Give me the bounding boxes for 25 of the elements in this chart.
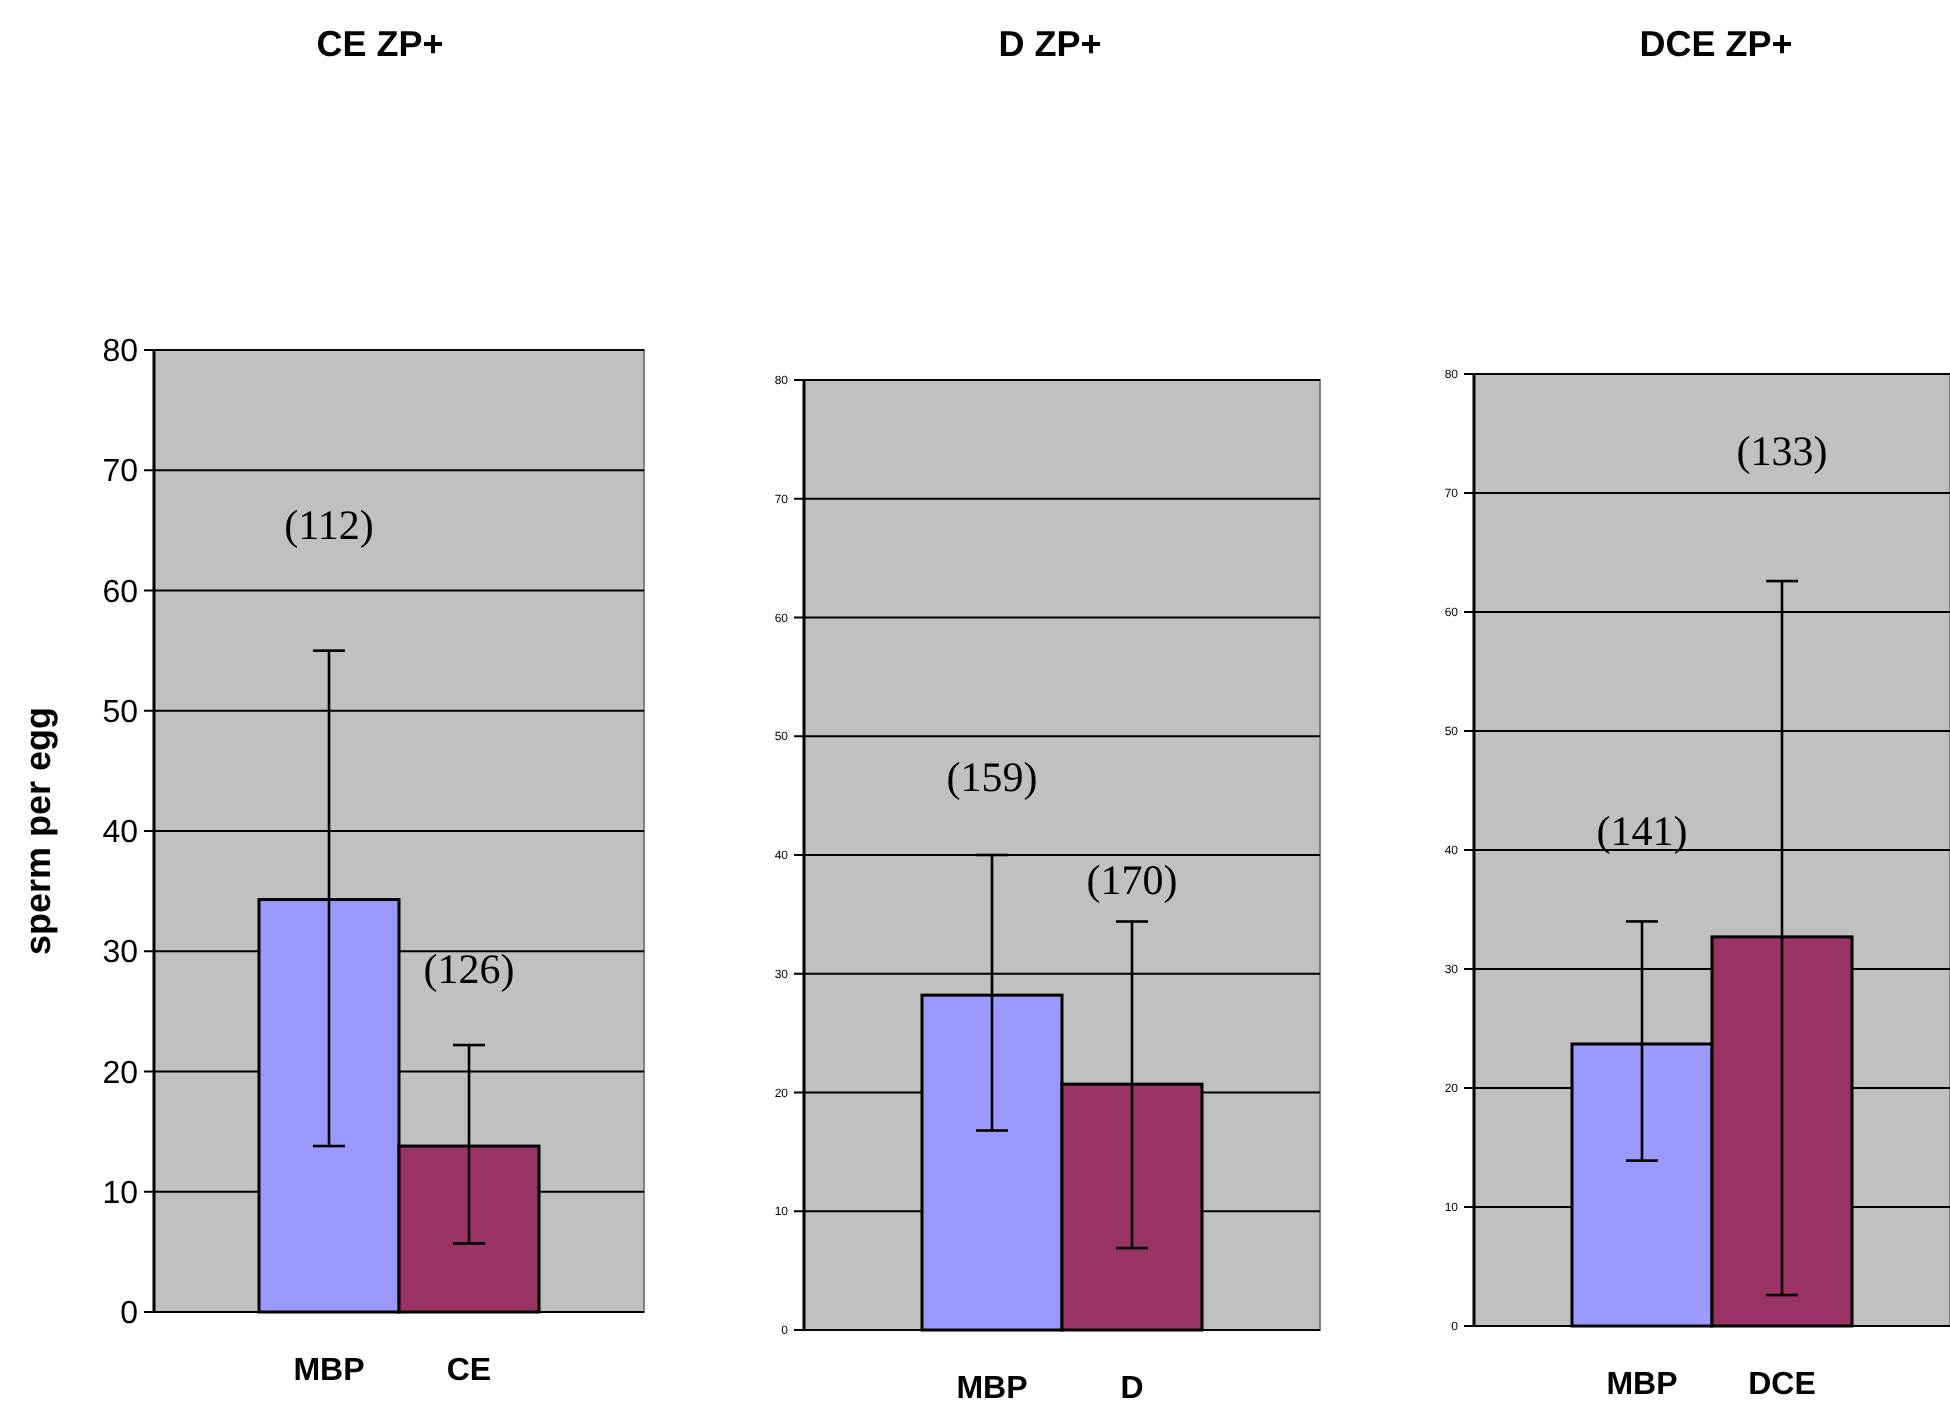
x-tick-label: CE bbox=[446, 1354, 492, 1388]
y-tick-label: 40 bbox=[102, 816, 139, 851]
annotation: (170) bbox=[1086, 855, 1178, 904]
annotation: (126) bbox=[423, 945, 515, 994]
chart-title: D ZP+ bbox=[998, 24, 1102, 64]
chart-title: DCE ZP+ bbox=[1639, 24, 1793, 64]
x-tick-label: MBP bbox=[956, 1372, 1029, 1406]
x-tick-label: D bbox=[1120, 1372, 1144, 1406]
y-tick-label: 30 bbox=[102, 936, 139, 971]
y-tick-label: 60 bbox=[102, 575, 139, 610]
annotation: (159) bbox=[946, 753, 1038, 801]
y-tick-label: 50 bbox=[102, 695, 139, 730]
x-tick-label: MBP bbox=[293, 1354, 366, 1388]
y-tick-label: 0 bbox=[120, 1297, 139, 1332]
y-tick-label: 10 bbox=[102, 1176, 139, 1211]
chart-title: CE ZP+ bbox=[316, 24, 444, 64]
annotation: (133) bbox=[1736, 427, 1828, 476]
annotation: (112) bbox=[284, 500, 374, 549]
y-axis-title: sperm per egg bbox=[18, 706, 58, 956]
y-tick-label: 80 bbox=[102, 335, 139, 370]
annotation: (141) bbox=[1596, 807, 1688, 856]
y-tick-label: 20 bbox=[102, 1056, 139, 1091]
x-tick-label: DCE bbox=[1748, 1368, 1817, 1402]
x-tick-label: MBP bbox=[1606, 1368, 1679, 1402]
y-tick-label: 70 bbox=[102, 455, 139, 490]
